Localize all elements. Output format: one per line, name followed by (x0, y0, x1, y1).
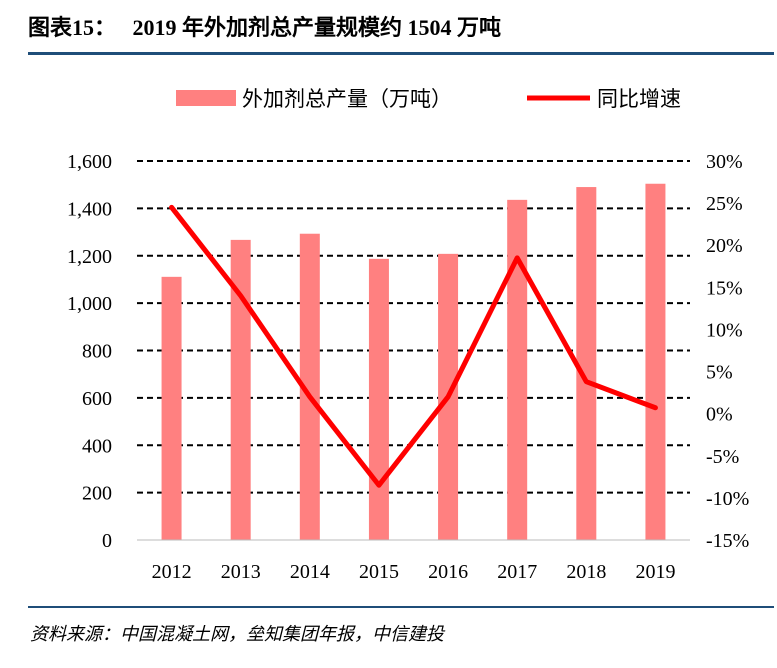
x-tick-label: 2017 (497, 561, 537, 583)
x-tick-label: 2015 (359, 561, 399, 583)
bar (299, 233, 320, 540)
figure-title: 图表15： 2019 年外加剂总产量规模约 1504 万吨 (28, 10, 501, 42)
chart: 0 200 400 600 800 1,000 1,200 1,400 1,600 -15% -10… (67, 87, 749, 583)
bar (645, 183, 666, 541)
right-tick-label: 20% (706, 235, 743, 257)
figure-label: 图表15： (28, 15, 117, 40)
legend-bar-label: 外加剂总产量（万吨） (242, 87, 452, 111)
source-rule (28, 606, 774, 608)
left-tick-label: 1,200 (67, 246, 112, 268)
left-tick-label: 1,400 (67, 198, 112, 220)
legend-line-label: 同比增速 (597, 87, 681, 111)
right-tick-label: -15% (706, 530, 749, 552)
bar (368, 258, 389, 540)
left-tick-label: 200 (82, 483, 112, 505)
left-tick-label: 600 (82, 388, 112, 410)
x-tick-label: 2019 (635, 561, 675, 583)
x-tick-label: 2014 (290, 561, 330, 583)
right-tick-label: 0% (706, 404, 733, 426)
left-tick-label: 0 (102, 530, 112, 552)
bar (576, 187, 597, 540)
left-tick-label: 800 (82, 341, 112, 363)
right-tick-label: -10% (706, 488, 749, 510)
x-tick-label: 2013 (221, 561, 261, 583)
bar (230, 239, 251, 540)
x-tick-label: 2018 (566, 561, 606, 583)
legend-bar-swatch (176, 90, 236, 106)
right-tick-label: 10% (706, 319, 743, 341)
right-tick-label: 30% (706, 151, 743, 173)
bar (507, 199, 528, 540)
source-note: 资料来源：中国混凝土网，垒知集团年报，中信建投 (30, 624, 444, 644)
growth-line (169, 204, 658, 488)
title-rule (28, 52, 774, 55)
bar (161, 276, 182, 540)
right-tick-label: 5% (706, 362, 733, 384)
left-tick-label: 1,600 (67, 151, 112, 173)
title-text: 2019 年外加剂总产量规模约 1504 万吨 (132, 15, 502, 40)
left-tick-label: 1,000 (67, 293, 112, 315)
right-tick-label: 15% (706, 277, 743, 299)
x-tick-label: 2016 (428, 561, 468, 583)
x-tick-label: 2012 (152, 561, 192, 583)
left-tick-label: 400 (82, 435, 112, 457)
right-tick-label: 25% (706, 193, 743, 215)
right-tick-label: -5% (706, 446, 739, 468)
